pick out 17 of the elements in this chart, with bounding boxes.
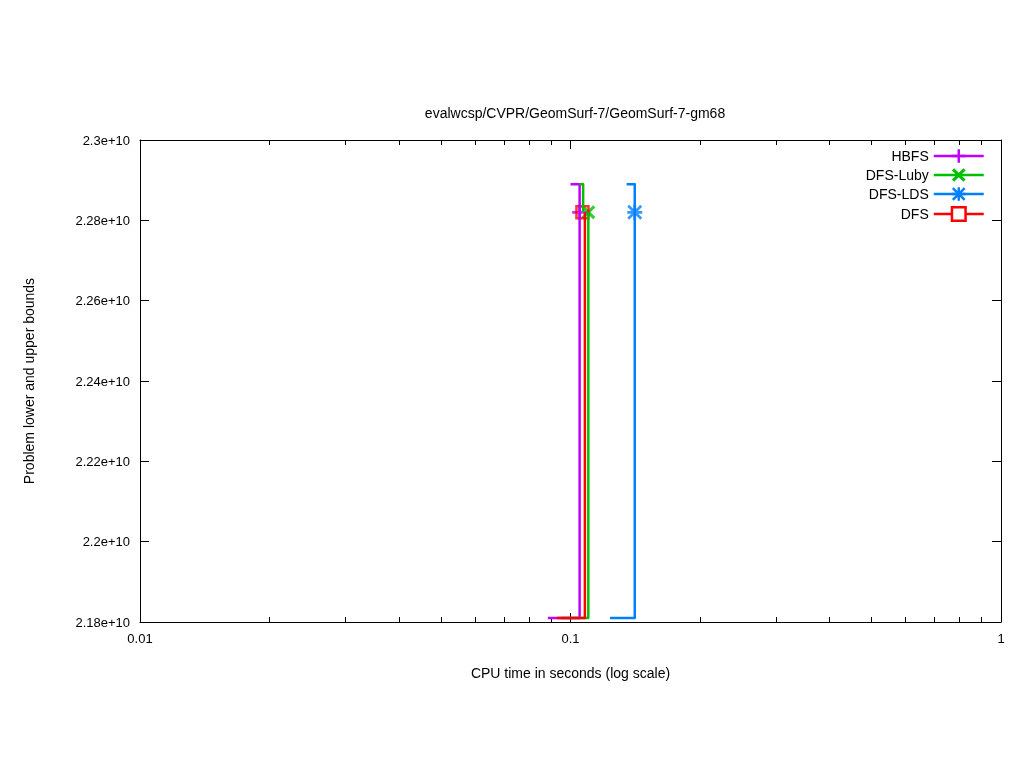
legend-label: HBFS	[891, 148, 929, 164]
y-tick-label: 2.24e+10	[75, 373, 130, 389]
y-tick-label: 2.26e+10	[75, 293, 130, 309]
legend-label: DFS-LDS	[868, 186, 929, 202]
y-axis-title: Problem lower and upper bounds	[21, 277, 37, 485]
y-tick-label: 2.2e+10	[82, 534, 130, 550]
x-tick-label: 1	[997, 631, 1005, 646]
y-tick-label: 2.22e+10	[75, 453, 130, 469]
x-tick-label: 0.01	[127, 631, 153, 646]
chart-title: evalwcsp/CVPR/GeomSurf-7/GeomSurf-7-gm68	[424, 105, 726, 121]
x-tick-label: 0.1	[561, 631, 580, 646]
legend-label: DFS-Luby	[865, 167, 929, 183]
y-tick-label: 2.28e+10	[75, 212, 130, 228]
y-tick-label: 2.18e+10	[75, 614, 130, 630]
y-tick-label: 2.3e+10	[82, 132, 130, 148]
x-axis-title: CPU time in seconds (log scale)	[470, 665, 671, 681]
legend-label: DFS	[900, 206, 929, 223]
